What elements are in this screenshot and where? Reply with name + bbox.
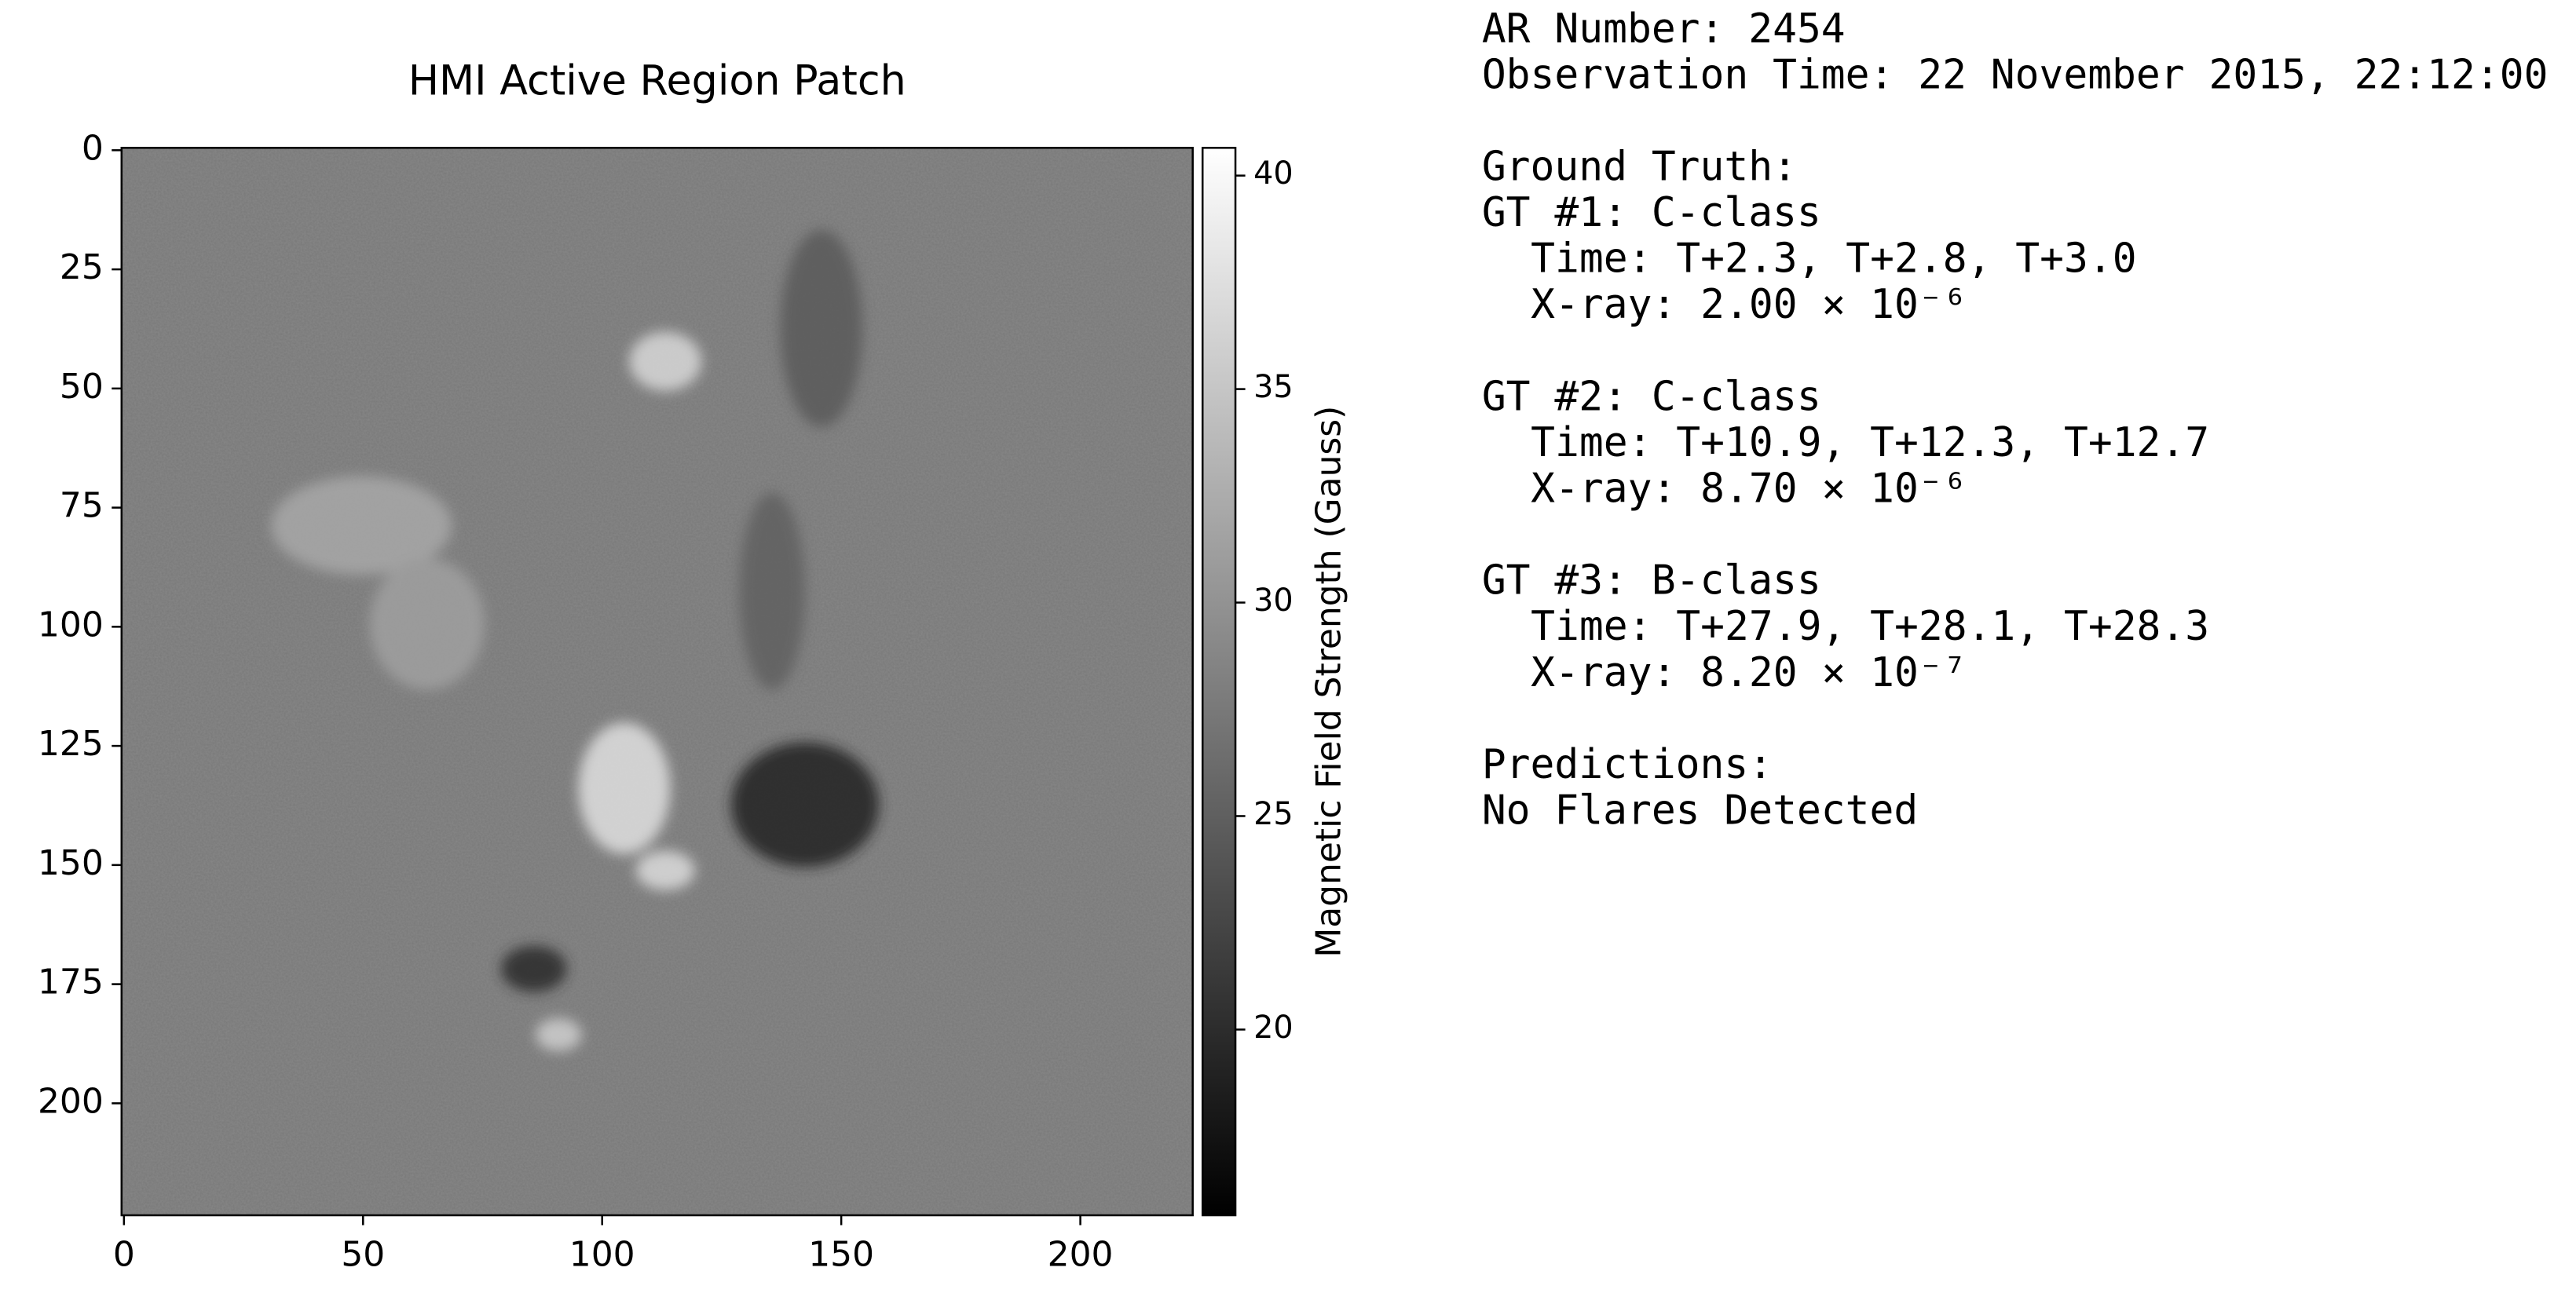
- y-tick-label: 100: [38, 605, 104, 645]
- y-tick-label: 0: [82, 128, 104, 168]
- gt-xray: X-ray: 2.00 × 10⁻⁶: [1531, 281, 1967, 328]
- predictions-result: No Flares Detected: [1482, 787, 1918, 834]
- y-tick-label: 50: [60, 367, 104, 407]
- gt-xray: X-ray: 8.20 × 10⁻⁷: [1531, 649, 1967, 696]
- y-tick-label: 150: [38, 843, 104, 883]
- y-tick-label: 200: [38, 1081, 104, 1121]
- x-tick-label: 0: [113, 1234, 135, 1274]
- gt-label: GT #3: B-class: [1482, 557, 1821, 605]
- x-tick-label: 200: [1048, 1234, 1114, 1274]
- gt-xray: X-ray: 8.70 × 10⁻⁶: [1531, 466, 1967, 513]
- x-tick-label: 50: [341, 1234, 385, 1274]
- y-tick-label: 75: [60, 486, 104, 526]
- colorbar-tick-label: 35: [1253, 369, 1293, 405]
- y-tick-label: 125: [38, 724, 104, 764]
- gt-label: GT #2: C-class: [1482, 373, 1821, 420]
- y-tick-label: 25: [60, 247, 104, 287]
- ground-truth-title: Ground Truth:: [1482, 144, 1797, 191]
- gt-time: Time: T+27.9, T+28.1, T+28.3: [1531, 603, 2209, 650]
- heatmap-image: [121, 148, 1193, 1215]
- x-tick-label: 100: [569, 1234, 635, 1274]
- colorbar-tick-label: 25: [1253, 796, 1293, 832]
- colorbar: [1201, 147, 1237, 1217]
- y-tick-label: 175: [38, 962, 104, 1003]
- gt-time: Time: T+2.3, T+2.8, T+3.0: [1531, 236, 2136, 283]
- colorbar-tick-label: 30: [1253, 583, 1293, 619]
- colorbar-tick-label: 20: [1253, 1010, 1293, 1046]
- predictions-title: Predictions:: [1482, 741, 1773, 788]
- gt-label: GT #1: C-class: [1482, 189, 1821, 236]
- x-tick-label: 150: [808, 1234, 874, 1274]
- gt-time: Time: T+10.9, T+12.3, T+12.7: [1531, 419, 2209, 466]
- header-line: Observation Time: 22 November 2015, 22:1…: [1482, 51, 2549, 98]
- header-line: AR Number: 2454: [1482, 5, 1846, 53]
- colorbar-tick-label: 40: [1253, 155, 1293, 192]
- chart-title: HMI Active Region Patch: [408, 57, 906, 105]
- plot-frame: [120, 147, 1194, 1217]
- colorbar-label: Magnetic Field Strength (Gauss): [1308, 406, 1348, 958]
